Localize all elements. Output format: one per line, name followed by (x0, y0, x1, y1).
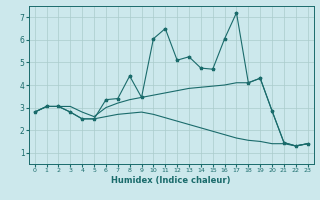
X-axis label: Humidex (Indice chaleur): Humidex (Indice chaleur) (111, 176, 231, 185)
